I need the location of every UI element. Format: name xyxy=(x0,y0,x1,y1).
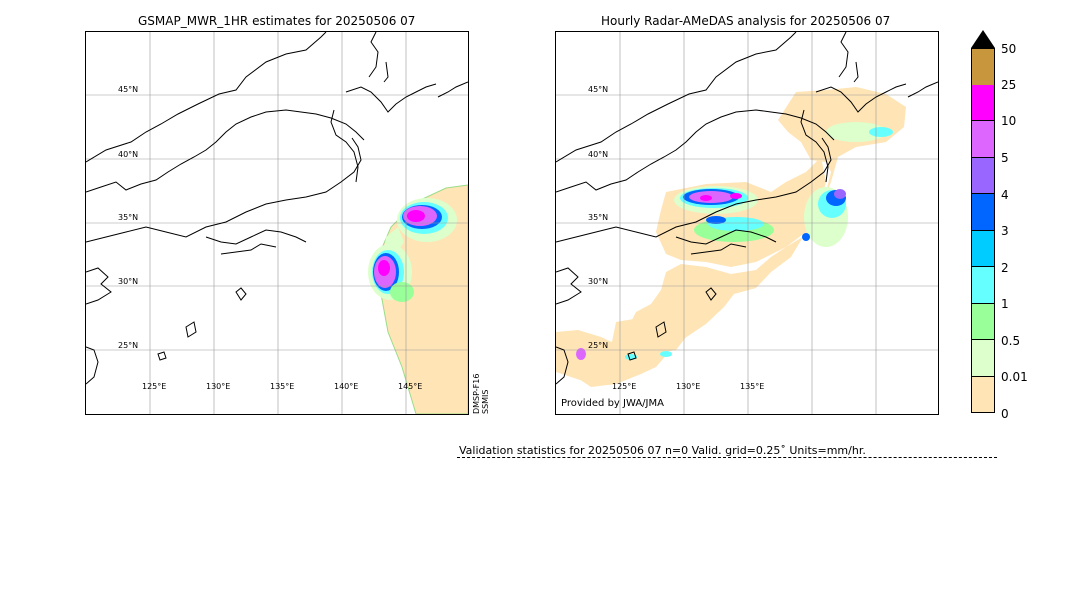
left-lat-35: 35°N xyxy=(118,213,139,222)
left-coastlines xyxy=(86,32,468,385)
colorbar-label-25: 25 xyxy=(1001,78,1017,92)
right-lat-30: 30°N xyxy=(588,277,609,286)
colorbar-label-1: 1 xyxy=(1001,297,1009,311)
left-lat-25: 25°N xyxy=(118,341,139,350)
left-lon-130: 130°E xyxy=(206,382,231,391)
right-lon-130: 130°E xyxy=(676,382,701,391)
colorbar-segment xyxy=(971,121,995,158)
satellite-label-line-2: SSMIS xyxy=(481,389,490,415)
colorbar xyxy=(971,30,995,414)
left-lon-140: 140°E xyxy=(334,382,359,391)
colorbar-label-3: 3 xyxy=(1001,224,1009,238)
provided-by-label: Provided by JWA/JMA xyxy=(561,398,664,409)
colorbar-segment xyxy=(971,303,995,340)
right-lon-135: 135°E xyxy=(740,382,765,391)
right-panel-title: Hourly Radar-AMeDAS analysis for 2025050… xyxy=(601,14,891,28)
left-lat-45: 45°N xyxy=(118,85,139,94)
left-lon-125: 125°E xyxy=(142,382,167,391)
colorbar-label-0-5: 0.5 xyxy=(1001,334,1021,348)
colorbar-segment xyxy=(971,340,995,377)
right-coastlines xyxy=(556,32,938,385)
colorbar-label-0: 0 xyxy=(1001,407,1009,421)
colorbar-label-50: 50 xyxy=(1001,42,1017,56)
colorbar-segment xyxy=(971,84,995,121)
colorbar-segment xyxy=(971,230,995,267)
left-lat-40: 40°N xyxy=(118,150,139,159)
colorbar-segment xyxy=(971,48,995,86)
colorbar-label-4: 4 xyxy=(1001,188,1009,202)
colorbar-label-2: 2 xyxy=(1001,261,1009,275)
right-lat-40: 40°N xyxy=(588,150,609,159)
right-map xyxy=(555,31,939,415)
colorbar-segment xyxy=(971,267,995,304)
colorbar-label-0-01: 0.01 xyxy=(1001,370,1028,384)
right-lon-125: 125°E xyxy=(612,382,637,391)
left-lon-145: 145°E xyxy=(398,382,423,391)
right-lat-45: 45°N xyxy=(588,85,609,94)
colorbar-segment xyxy=(971,194,995,231)
left-precip-field xyxy=(368,184,468,414)
colorbar-label-10: 10 xyxy=(1001,114,1017,128)
left-gridlines xyxy=(86,32,468,414)
right-gridlines xyxy=(556,32,938,414)
left-panel-title: GSMAP_MWR_1HR estimates for 20250506 07 xyxy=(138,14,416,28)
left-lon-135: 135°E xyxy=(270,382,295,391)
right-lat-25: 25°N xyxy=(588,341,609,350)
left-map xyxy=(85,31,469,415)
colorbar-segment xyxy=(971,157,995,194)
right-lat-35: 35°N xyxy=(588,213,609,222)
satellite-label: DMSP-F16 SSMIS xyxy=(472,374,490,414)
validation-statistics: Validation statistics for 20250506 07 n=… xyxy=(459,444,866,457)
left-lat-30: 30°N xyxy=(118,277,139,286)
satellite-label-line-1: DMSP-F16 xyxy=(472,373,481,414)
validation-divider xyxy=(457,457,997,458)
colorbar-over-arrow xyxy=(971,30,995,48)
colorbar-segment xyxy=(971,376,995,413)
right-precip-field xyxy=(556,87,906,387)
colorbar-label-5: 5 xyxy=(1001,151,1009,165)
